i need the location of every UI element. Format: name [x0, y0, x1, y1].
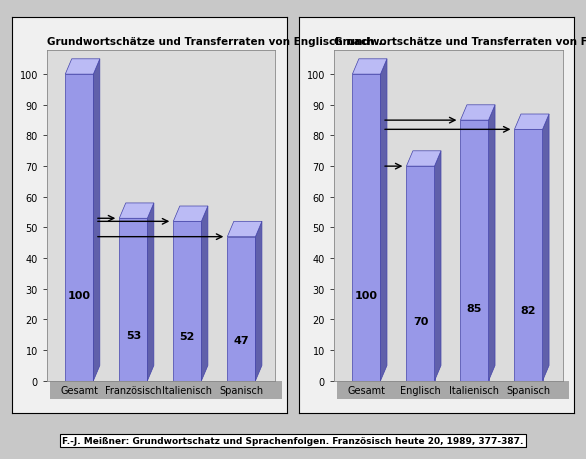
- Polygon shape: [173, 222, 202, 381]
- Bar: [50, 381, 282, 399]
- Text: 100: 100: [68, 290, 91, 300]
- Polygon shape: [120, 203, 154, 219]
- Polygon shape: [227, 237, 255, 381]
- Polygon shape: [65, 60, 100, 75]
- Text: 85: 85: [467, 303, 482, 313]
- Polygon shape: [227, 222, 262, 237]
- Polygon shape: [255, 222, 262, 381]
- Polygon shape: [380, 60, 387, 381]
- Polygon shape: [407, 151, 441, 167]
- Polygon shape: [93, 60, 100, 381]
- Text: Grundwortschätze und Transferraten von Französisch nach...: Grundwortschätze und Transferraten von F…: [334, 37, 586, 47]
- Polygon shape: [147, 203, 154, 381]
- Polygon shape: [461, 121, 489, 381]
- Polygon shape: [352, 75, 380, 381]
- Text: 52: 52: [180, 331, 195, 341]
- Polygon shape: [434, 151, 441, 381]
- Text: 82: 82: [521, 306, 536, 316]
- Text: 100: 100: [355, 290, 378, 300]
- Text: F.-J. Meißner: Grundwortschatz und Sprachenfolgen. Französisch heute 20, 1989, 3: F.-J. Meißner: Grundwortschatz und Sprac…: [62, 436, 524, 445]
- Polygon shape: [515, 115, 549, 130]
- Polygon shape: [543, 115, 549, 381]
- Polygon shape: [461, 106, 495, 121]
- Text: 70: 70: [413, 316, 428, 326]
- Polygon shape: [407, 167, 434, 381]
- Polygon shape: [120, 219, 147, 381]
- Polygon shape: [515, 130, 543, 381]
- Polygon shape: [173, 207, 208, 222]
- Polygon shape: [352, 60, 387, 75]
- Polygon shape: [202, 207, 208, 381]
- Text: 53: 53: [126, 330, 141, 341]
- Bar: [337, 381, 569, 399]
- Polygon shape: [65, 75, 93, 381]
- Polygon shape: [489, 106, 495, 381]
- Text: Grundwortschätze und Transferraten von Englisch nach...: Grundwortschätze und Transferraten von E…: [47, 37, 386, 47]
- Text: 47: 47: [234, 336, 249, 346]
